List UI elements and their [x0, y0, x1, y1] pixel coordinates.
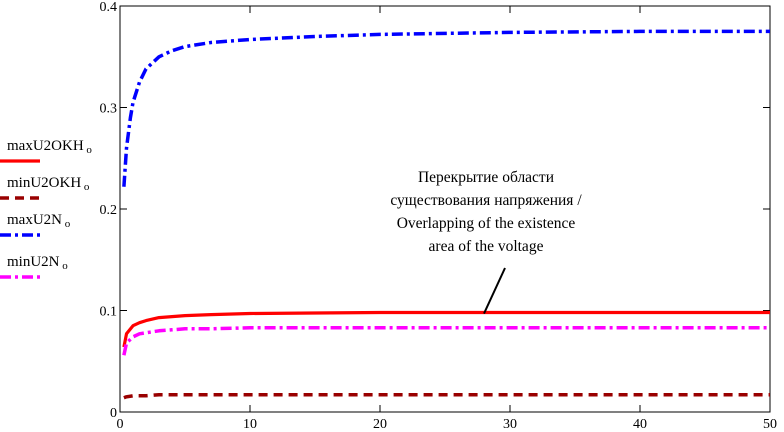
legend-label-subscript: o [62, 218, 71, 230]
annotation-line-1: Перекрытие области [417, 169, 555, 186]
legend-label-text: maxU2N [7, 212, 62, 228]
legend-label-minU2OKH: minU2OKH o [7, 175, 89, 193]
legend-label-subscript: o [81, 181, 90, 193]
annotation-line-2: существования напряжения / [390, 192, 582, 209]
x-tick-label: 10 [243, 417, 257, 432]
x-tick-label: 30 [503, 417, 517, 432]
series-line-minU2OKH [123, 392, 770, 400]
series-line-maxU2OKH [122, 310, 770, 348]
axis-ticks: 0 10 20 30 40 50 0 0.1 0.2 0.3 0.4 [100, 0, 778, 432]
annotation: Перекрытие области существования напряже… [352, 166, 620, 258]
annotation-line-3: Overlapping of the existence [396, 215, 576, 232]
annotation-arrow [483, 267, 506, 314]
x-tick-label: 40 [633, 417, 647, 432]
legend-label-maxU2N: maxU2N o [7, 212, 70, 230]
x-tick-label: 20 [373, 417, 387, 432]
legend-label-subscript: o [83, 144, 92, 156]
x-tick-label: 50 [763, 417, 777, 432]
y-tick-label: 0.2 [100, 203, 118, 218]
legend-label-text: maxU2OKH [7, 138, 84, 154]
legend-label-text: minU2OKH [7, 175, 82, 191]
legend-label-text: minU2N [7, 254, 60, 270]
y-tick-label: 0.3 [100, 102, 118, 117]
y-tick-label: 0.4 [100, 0, 118, 15]
legend-label-subscript: o [59, 260, 68, 272]
legend-label-minU2N: minU2N o [7, 254, 68, 272]
y-tick-label: 0.1 [100, 305, 118, 320]
series-lines [122, 29, 770, 400]
x-tick-label: 0 [117, 417, 124, 432]
annotation-pointer [483, 267, 506, 314]
legend-label-maxU2OKH: maxU2OKH o [7, 138, 92, 156]
series-line-maxU2N [122, 29, 770, 187]
annotation-line-4: area of the voltage [428, 238, 544, 255]
series-line-minU2N [122, 326, 770, 356]
y-tick-label: 0 [110, 406, 117, 421]
legend-swatches [0, 159, 40, 279]
